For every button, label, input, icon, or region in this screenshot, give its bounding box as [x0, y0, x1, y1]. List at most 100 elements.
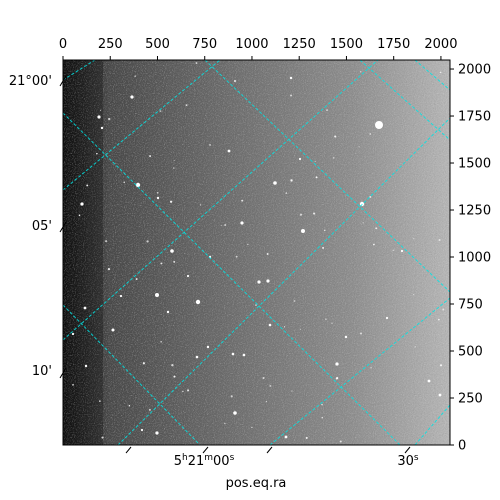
star — [247, 243, 249, 245]
star — [291, 390, 293, 392]
star — [195, 355, 199, 359]
right-tick-label: 250 — [458, 392, 483, 407]
right-tick-label: 0 — [458, 439, 466, 454]
star — [321, 416, 324, 419]
coordinate-grid — [63, 60, 450, 445]
grid-line — [63, 304, 201, 445]
grid-line — [204, 60, 450, 293]
star — [438, 238, 441, 242]
star — [335, 362, 339, 366]
star — [241, 199, 244, 202]
star — [172, 167, 175, 169]
star — [414, 346, 416, 348]
star — [130, 95, 134, 99]
star — [298, 157, 302, 161]
right-tick-label: 750 — [458, 298, 483, 313]
star — [321, 403, 323, 406]
sky-image — [63, 60, 450, 445]
star — [233, 79, 237, 83]
star — [155, 293, 159, 297]
star — [427, 379, 431, 383]
x-axis-label: pos.eq.ra — [226, 476, 287, 491]
star — [326, 109, 328, 112]
grid-line — [414, 404, 450, 445]
star — [440, 364, 443, 367]
star — [257, 280, 261, 284]
top-axis: 0 250 500 750 1000 1250 1500 1750 2000 — [59, 37, 457, 60]
star — [186, 274, 190, 278]
star — [169, 200, 173, 203]
stars — [71, 62, 445, 443]
star — [305, 436, 308, 439]
star — [111, 328, 115, 332]
star — [339, 440, 342, 443]
bottom-axis: 5h21m00s 30s — [125, 446, 419, 469]
top-tick-label: 750 — [192, 37, 217, 52]
grid-line — [63, 60, 379, 341]
star — [251, 426, 253, 429]
star — [370, 367, 372, 369]
top-tick-label: 1000 — [235, 37, 268, 52]
star — [170, 249, 174, 253]
star — [289, 76, 293, 80]
star — [140, 428, 144, 432]
star — [269, 384, 272, 387]
star — [185, 104, 188, 107]
star — [195, 62, 198, 64]
star — [400, 249, 404, 253]
left-axis: 21°00' 05' 10' — [9, 74, 67, 379]
star — [159, 110, 162, 113]
star — [369, 133, 372, 135]
star — [314, 160, 316, 162]
bottom-tick-label: 30s — [397, 453, 419, 469]
star — [101, 436, 104, 439]
star — [299, 328, 301, 330]
left-tick-label: 21°00' — [9, 74, 52, 89]
star — [439, 71, 442, 74]
star — [331, 322, 333, 324]
top-tick-label: 250 — [98, 37, 123, 52]
star — [375, 121, 383, 129]
star — [290, 94, 293, 97]
star — [283, 326, 286, 328]
star — [336, 377, 339, 380]
star — [134, 75, 136, 77]
star — [148, 408, 151, 411]
grid-line — [63, 112, 401, 445]
star — [80, 202, 84, 206]
star — [359, 332, 362, 335]
star — [187, 389, 190, 392]
star — [385, 316, 389, 320]
top-tick-label: 500 — [145, 37, 170, 52]
star — [156, 191, 159, 194]
star — [182, 390, 184, 393]
right-tick-label: 2000 — [458, 63, 491, 78]
star — [71, 332, 75, 336]
star — [285, 192, 288, 194]
grid-line — [63, 60, 96, 81]
grid-line — [63, 60, 221, 191]
star — [86, 184, 89, 187]
star — [438, 318, 440, 321]
star — [235, 255, 238, 258]
right-tick-label: 1500 — [458, 157, 491, 172]
star — [301, 229, 305, 233]
top-tick-label: 2000 — [424, 37, 457, 52]
star — [83, 306, 87, 310]
top-tick-label: 1750 — [377, 37, 410, 52]
star — [107, 267, 111, 271]
star — [128, 405, 131, 407]
star — [108, 117, 111, 121]
star — [231, 352, 235, 356]
star — [78, 214, 81, 217]
star — [438, 393, 442, 397]
star — [135, 182, 141, 188]
right-tick-label: 1250 — [458, 204, 491, 219]
star — [97, 115, 101, 119]
star — [240, 221, 244, 225]
plot-frame — [62, 59, 451, 446]
star — [155, 431, 159, 435]
star — [96, 152, 98, 155]
star — [173, 375, 176, 378]
